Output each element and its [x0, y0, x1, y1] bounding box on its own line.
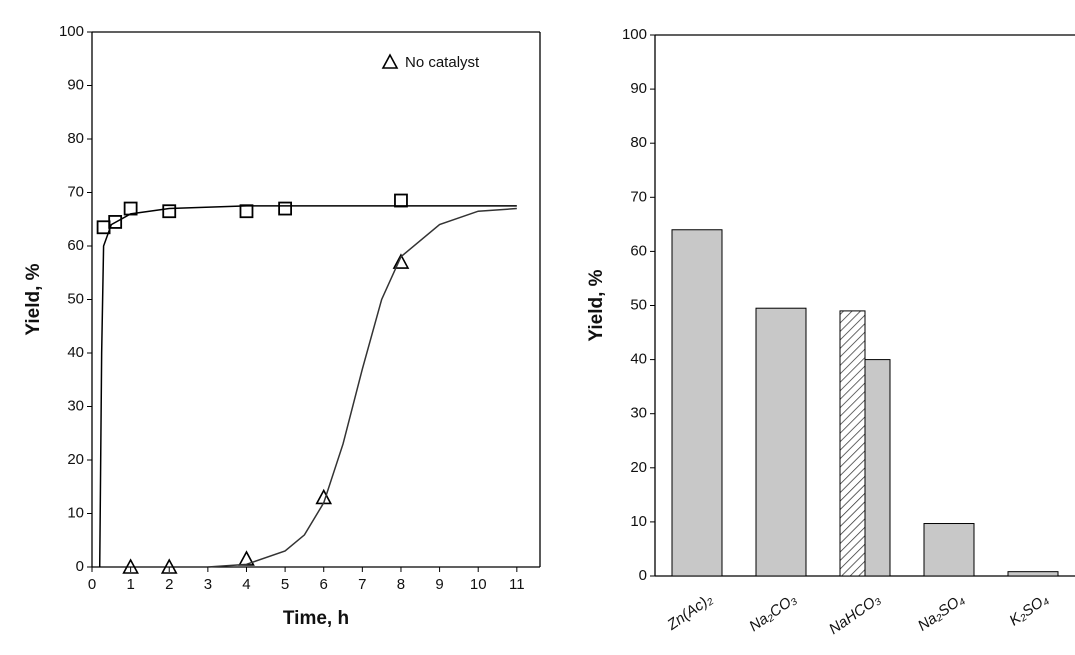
x-tick-label: NaHCO₃	[826, 591, 884, 638]
bar	[1008, 572, 1058, 576]
x-tick-label: 6	[320, 576, 328, 593]
y-tick-label: 40	[630, 351, 647, 368]
y-tick-label: 0	[76, 558, 84, 575]
figure: 0102030405060708090100Yield, %0123456789…	[0, 0, 1075, 655]
page: 0102030405060708090100Yield, %0123456789…	[0, 0, 1075, 655]
y-tick-label: 100	[622, 26, 647, 43]
triangle-marker	[383, 55, 397, 68]
y-tick-label: 90	[67, 76, 84, 93]
y-tick-label: 40	[67, 344, 84, 361]
x-tick-label: 10	[470, 576, 487, 593]
x-tick-label: 8	[397, 576, 405, 593]
bar	[924, 524, 974, 576]
x-tick-label: Na₂CO₃	[746, 591, 799, 636]
x-tick-label: 7	[358, 576, 366, 593]
x-tick-label: K₂SO₄	[1006, 591, 1051, 630]
x-tick-label: 9	[435, 576, 443, 593]
legend-label: No catalyst	[405, 54, 480, 71]
y-tick-label: 30	[630, 405, 647, 422]
x-tick-label: 1	[126, 576, 134, 593]
square-marker	[240, 205, 252, 217]
x-tick-label: 3	[204, 576, 212, 593]
x-axis-label: Time, h	[283, 608, 349, 629]
fit-curve	[100, 206, 517, 567]
y-tick-label: 20	[630, 459, 647, 476]
y-tick-label: 0	[639, 567, 647, 584]
y-axis-label: Yield, %	[23, 263, 44, 335]
x-tick-label: Zn(Ac)₂	[663, 590, 715, 634]
y-tick-label: 20	[67, 451, 84, 468]
y-tick-label: 70	[67, 183, 84, 200]
x-tick-label: 5	[281, 576, 289, 593]
y-tick-label: 10	[630, 513, 647, 530]
y-tick-label: 60	[630, 242, 647, 259]
bar	[672, 230, 722, 576]
y-tick-label: 10	[67, 504, 84, 521]
x-tick-label: 11	[509, 576, 525, 593]
y-tick-label: 30	[67, 397, 84, 414]
x-tick-label: 2	[165, 576, 173, 593]
y-tick-label: 100	[59, 23, 84, 40]
bar	[840, 311, 865, 576]
x-tick-label: 0	[88, 576, 96, 593]
bar	[756, 308, 806, 576]
fit-curve	[208, 209, 517, 567]
y-tick-label: 50	[67, 290, 84, 307]
square-marker	[279, 203, 291, 215]
y-tick-label: 80	[67, 130, 84, 147]
square-marker	[98, 221, 110, 233]
y-tick-label: 80	[630, 134, 647, 151]
x-tick-label: 4	[242, 576, 250, 593]
square-marker	[395, 195, 407, 207]
y-axis-label: Yield, %	[586, 269, 607, 341]
square-marker	[163, 205, 175, 217]
y-tick-label: 50	[630, 296, 647, 313]
y-tick-label: 60	[67, 237, 84, 254]
x-tick-label: Na₂SO₄	[915, 591, 968, 635]
y-tick-label: 70	[630, 188, 647, 205]
y-tick-label: 90	[630, 80, 647, 97]
bar	[865, 360, 890, 576]
